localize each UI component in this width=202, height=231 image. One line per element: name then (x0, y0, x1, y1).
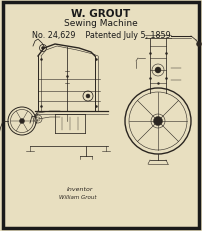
Text: Sewing Machine: Sewing Machine (64, 19, 138, 28)
Circle shape (20, 119, 24, 124)
Circle shape (155, 68, 161, 74)
Circle shape (41, 47, 44, 50)
Circle shape (197, 42, 202, 47)
Text: W. GROUT: W. GROUT (71, 9, 131, 19)
Circle shape (154, 117, 162, 126)
Text: No. 24,629    Patented July 5, 1859: No. 24,629 Patented July 5, 1859 (32, 30, 170, 39)
Text: William Grout: William Grout (59, 195, 97, 200)
Circle shape (86, 94, 90, 99)
Text: Inventor: Inventor (67, 187, 93, 192)
